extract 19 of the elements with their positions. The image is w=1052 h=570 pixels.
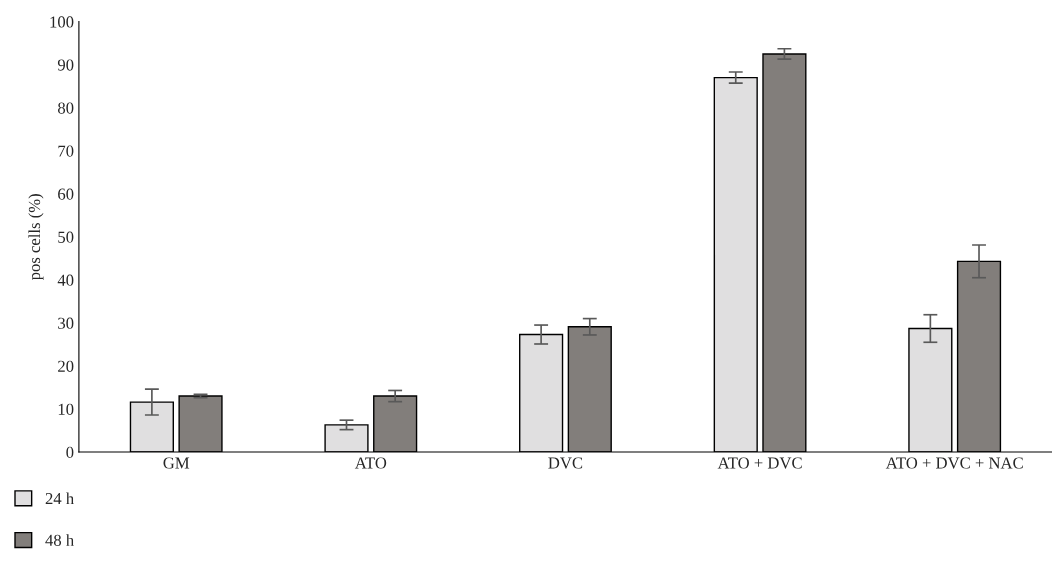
x-tick-label: DVC [548, 457, 583, 469]
legend-label: 48 h [45, 534, 74, 546]
x-tick-label: ATO + DVC + NAC [885, 457, 1023, 469]
y-tick-label: 20 [58, 360, 74, 372]
y-tick-label: 40 [57, 274, 74, 286]
y-tick-label: 60 [58, 188, 74, 200]
x-tick-label: ATO + DVC [717, 457, 802, 469]
y-axis-title: pos cells (%) [28, 194, 44, 281]
y-tick-label: 0 [66, 446, 74, 458]
y-tick-label: 80 [58, 102, 74, 114]
y-tick-label: 90 [57, 59, 74, 71]
x-tick-label: ATO [354, 457, 387, 469]
y-tick-label: 50 [58, 231, 74, 243]
y-tick-label: 100 [50, 16, 74, 28]
legend-label: 24 h [45, 492, 74, 505]
y-tick-label: 70 [58, 145, 74, 157]
y-tick-label: 10 [58, 403, 74, 415]
x-tick-label: GM [163, 457, 190, 469]
y-tick-label: 30 [58, 317, 74, 329]
